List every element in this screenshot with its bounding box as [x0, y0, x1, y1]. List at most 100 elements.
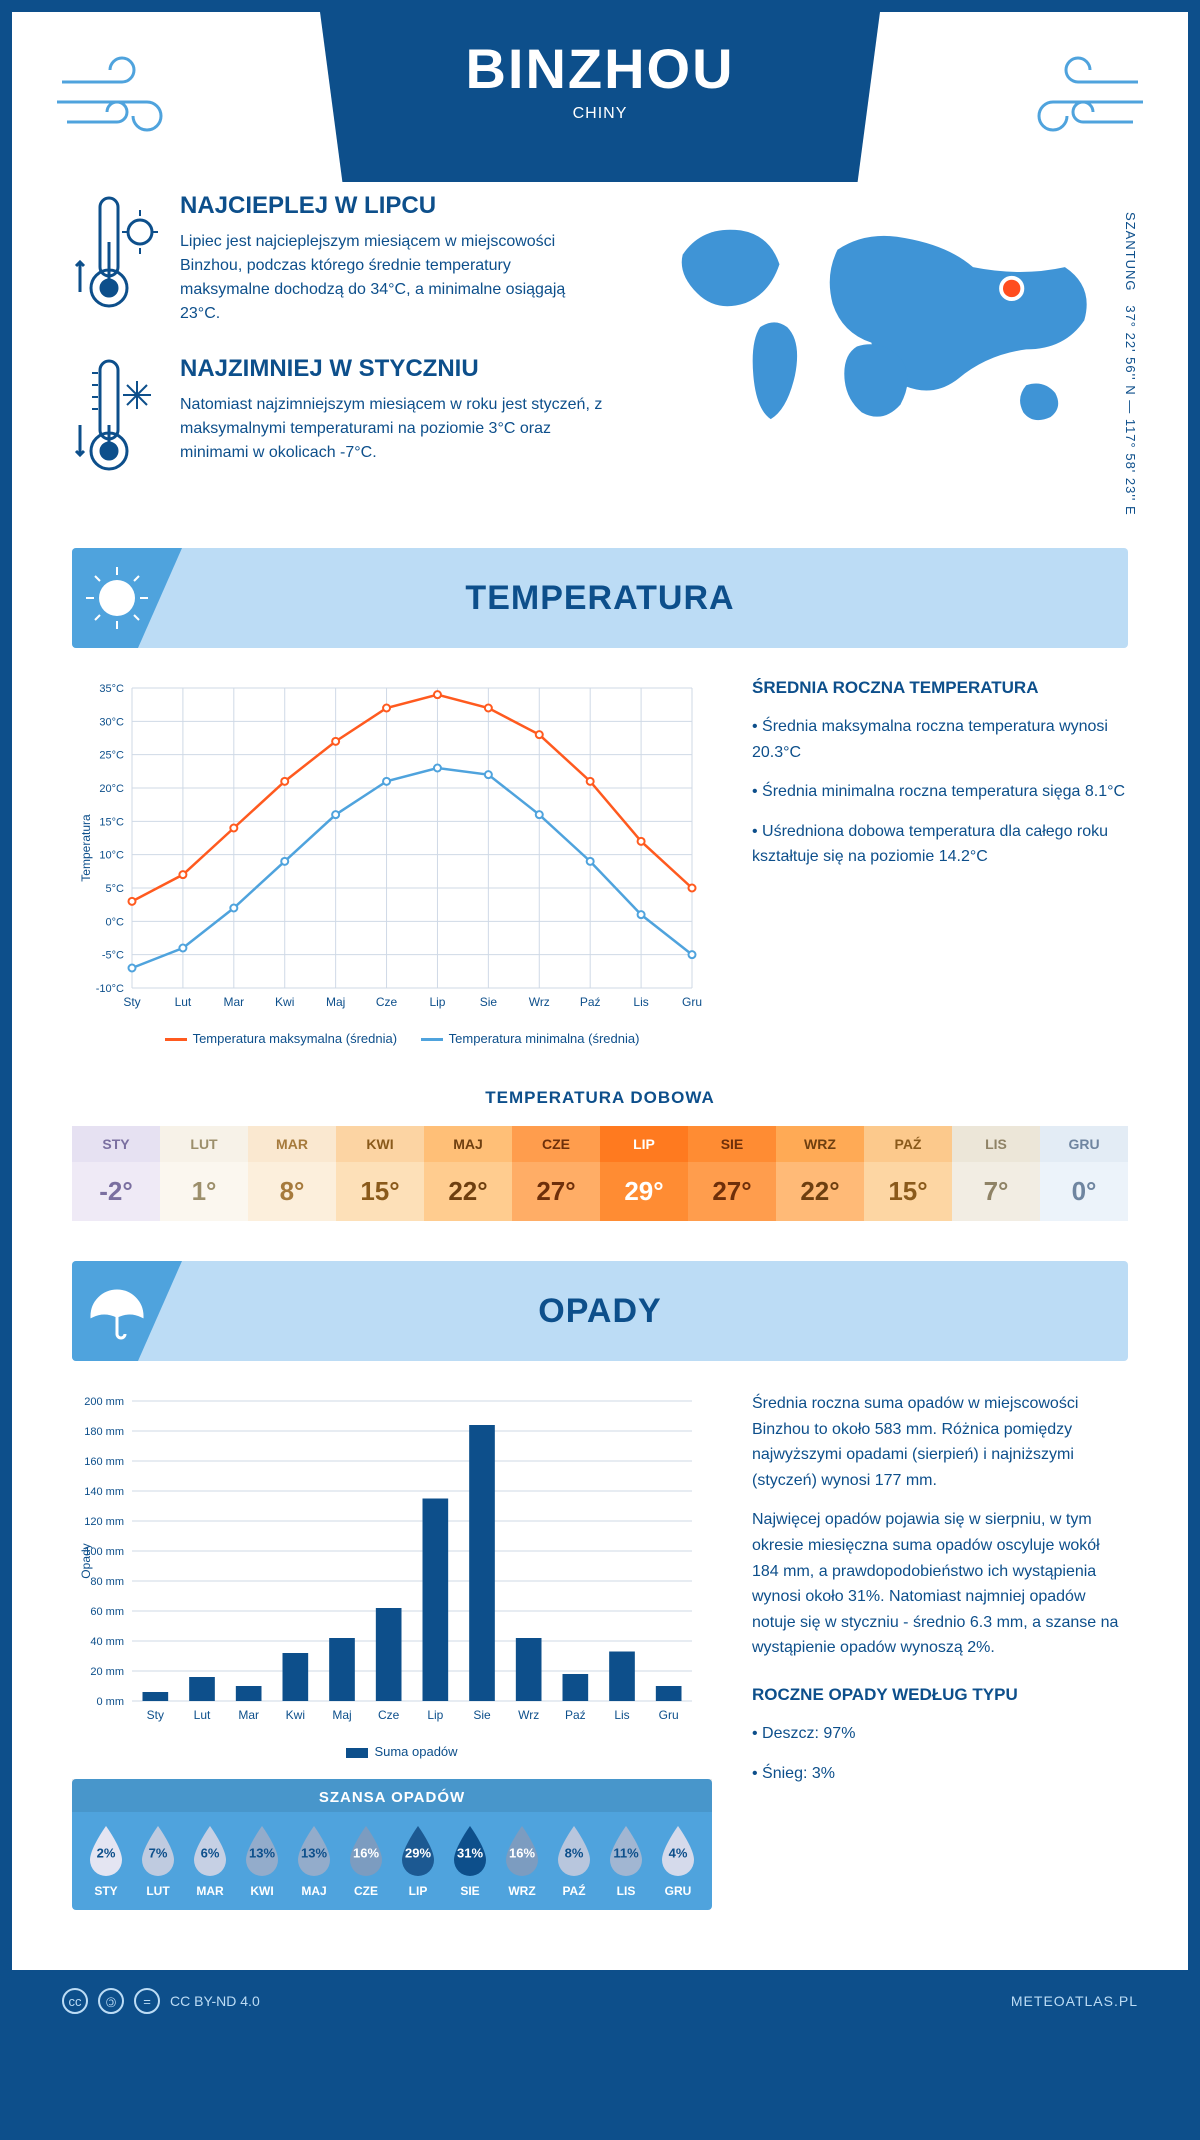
svg-text:Cze: Cze: [376, 995, 398, 1009]
daily-temp-cell: MAR 8°: [248, 1126, 336, 1221]
rain-type-bullet: • Śnieg: 3%: [752, 1761, 1128, 1787]
temperature-body: -10°C-5°C0°C5°C10°C15°C20°C25°C30°C35°CS…: [12, 648, 1188, 1076]
svg-text:Lip: Lip: [429, 995, 445, 1009]
rain-chance-panel: SZANSA OPADÓW 2% STY 7% LUT 6% MAR 13%: [72, 1779, 712, 1910]
svg-text:Sty: Sty: [123, 995, 140, 1009]
cold-fact-text: Natomiast najzimniejszym miesiącem w rok…: [180, 393, 604, 465]
rain-chance-cell: 11% LIS: [600, 1824, 652, 1898]
daily-temp-cell: CZE 27°: [512, 1126, 600, 1221]
rain-chance-cell: 16% WRZ: [496, 1824, 548, 1898]
daily-temp-cell: LIS 7°: [952, 1126, 1040, 1221]
coordinates: SZANTUNG 37° 22' 56'' N — 117° 58' 23'' …: [1123, 212, 1138, 516]
svg-text:25°C: 25°C: [99, 750, 124, 762]
svg-text:Paź: Paź: [565, 1708, 586, 1722]
svg-text:120 mm: 120 mm: [84, 1516, 124, 1528]
svg-text:Temperatura: Temperatura: [79, 814, 93, 882]
svg-text:Gru: Gru: [682, 995, 702, 1009]
daily-temp-cell: KWI 15°: [336, 1126, 424, 1221]
temp-bullet: • Średnia minimalna roczna temperatura s…: [752, 779, 1128, 805]
svg-text:40 mm: 40 mm: [90, 1636, 124, 1648]
rain-type-title: ROCZNE OPADY WEDŁUG TYPU: [752, 1685, 1128, 1705]
svg-text:-10°C: -10°C: [96, 983, 124, 995]
svg-text:30°C: 30°C: [99, 716, 124, 728]
svg-text:Sie: Sie: [473, 1708, 491, 1722]
svg-text:Kwi: Kwi: [275, 995, 294, 1009]
svg-text:Lip: Lip: [427, 1708, 443, 1722]
svg-text:Kwi: Kwi: [286, 1708, 305, 1722]
svg-text:10°C: 10°C: [99, 850, 124, 862]
wind-icon: [52, 42, 192, 157]
svg-text:5°C: 5°C: [106, 883, 125, 895]
daily-temp-cell: LUT 1°: [160, 1126, 248, 1221]
temp-bullet: • Średnia maksymalna roczna temperatura …: [752, 714, 1128, 765]
svg-text:Wrz: Wrz: [529, 995, 550, 1009]
temperature-line-chart: -10°C-5°C0°C5°C10°C15°C20°C25°C30°C35°CS…: [72, 678, 712, 1018]
rain-chance-cell: 6% MAR: [184, 1824, 236, 1898]
umbrella-icon: [72, 1261, 182, 1361]
site-name: METEOATLAS.PL: [1011, 1993, 1138, 2009]
svg-text:20 mm: 20 mm: [90, 1666, 124, 1678]
svg-text:0 mm: 0 mm: [97, 1696, 125, 1708]
daily-temp-title: TEMPERATURA DOBOWA: [12, 1088, 1188, 1108]
temperature-banner: TEMPERATURA: [72, 548, 1128, 648]
city-name: BINZHOU: [320, 36, 880, 101]
rain-chance-cell: 7% LUT: [132, 1824, 184, 1898]
footer: cc🄯= CC BY-ND 4.0 METEOATLAS.PL: [12, 1970, 1188, 2032]
svg-text:Maj: Maj: [326, 995, 345, 1009]
precipitation-body: 0 mm20 mm40 mm60 mm80 mm100 mm120 mm140 …: [12, 1361, 1188, 1940]
temp-bullet: • Uśredniona dobowa temperatura dla całe…: [752, 819, 1128, 870]
hot-fact: NAJCIEPLEJ W LIPCU Lipiec jest najcieple…: [72, 192, 604, 327]
svg-text:35°C: 35°C: [99, 683, 124, 695]
intro-section: NAJCIEPLEJ W LIPCU Lipiec jest najcieple…: [12, 182, 1188, 548]
rain-chance-cell: 4% GRU: [652, 1824, 704, 1898]
sun-icon: [72, 548, 182, 648]
svg-text:Maj: Maj: [332, 1708, 351, 1722]
svg-text:Lis: Lis: [633, 995, 648, 1009]
temp-legend: Temperatura maksymalna (średnia) Tempera…: [72, 1031, 712, 1046]
svg-text:20°C: 20°C: [99, 783, 124, 795]
cold-fact: NAJZIMNIEJ W STYCZNIU Natomiast najzimni…: [72, 355, 604, 490]
rain-chance-cell: 29% LIP: [392, 1824, 444, 1898]
world-map: [644, 192, 1128, 472]
rain-para: Średnia roczna suma opadów w miejscowośc…: [752, 1391, 1128, 1493]
daily-temp-cell: STY -2°: [72, 1126, 160, 1221]
daily-temp-cell: SIE 27°: [688, 1126, 776, 1221]
svg-text:160 mm: 160 mm: [84, 1456, 124, 1468]
avg-temp-title: ŚREDNIA ROCZNA TEMPERATURA: [752, 678, 1128, 698]
wind-icon: [1008, 42, 1148, 157]
daily-temp-cell: GRU 0°: [1040, 1126, 1128, 1221]
svg-text:Lut: Lut: [194, 1708, 211, 1722]
daily-temp-cell: PAŹ 15°: [864, 1126, 952, 1221]
license: cc🄯= CC BY-ND 4.0: [62, 1988, 260, 2014]
svg-text:Opady: Opady: [79, 1543, 93, 1578]
svg-text:15°C: 15°C: [99, 816, 124, 828]
rain-chance-cell: 13% KWI: [236, 1824, 288, 1898]
svg-text:Cze: Cze: [378, 1708, 400, 1722]
title-ribbon: BINZHOU CHINY: [320, 12, 880, 182]
svg-text:180 mm: 180 mm: [84, 1426, 124, 1438]
hot-fact-text: Lipiec jest najcieplejszym miesiącem w m…: [180, 230, 604, 326]
svg-text:0°C: 0°C: [106, 916, 125, 928]
daily-temp-table: STY -2° LUT 1° MAR 8° KWI 15° MAJ 22° CZ…: [72, 1126, 1128, 1221]
daily-temp-cell: MAJ 22°: [424, 1126, 512, 1221]
precipitation-banner: OPADY: [72, 1261, 1128, 1361]
svg-text:Mar: Mar: [223, 995, 244, 1009]
svg-text:Paź: Paź: [580, 995, 601, 1009]
svg-text:Lut: Lut: [175, 995, 192, 1009]
thermometer-cold-icon: [72, 355, 162, 490]
header: BINZHOU CHINY: [12, 12, 1188, 182]
svg-text:140 mm: 140 mm: [84, 1486, 124, 1498]
rain-type-bullet: • Deszcz: 97%: [752, 1721, 1128, 1747]
daily-temp-cell: LIP 29°: [600, 1126, 688, 1221]
precipitation-bar-chart: 0 mm20 mm40 mm60 mm80 mm100 mm120 mm140 …: [72, 1391, 712, 1731]
rain-para: Najwięcej opadów pojawia się w sierpniu,…: [752, 1507, 1128, 1661]
rain-chance-cell: 2% STY: [80, 1824, 132, 1898]
location-marker: [1001, 278, 1022, 299]
daily-temp-cell: WRZ 22°: [776, 1126, 864, 1221]
rain-chance-cell: 8% PAŹ: [548, 1824, 600, 1898]
rain-chance-cell: 13% MAJ: [288, 1824, 340, 1898]
rain-chance-cell: 31% SIE: [444, 1824, 496, 1898]
hot-fact-title: NAJCIEPLEJ W LIPCU: [180, 192, 604, 220]
svg-text:200 mm: 200 mm: [84, 1396, 124, 1408]
svg-text:Sie: Sie: [480, 995, 498, 1009]
